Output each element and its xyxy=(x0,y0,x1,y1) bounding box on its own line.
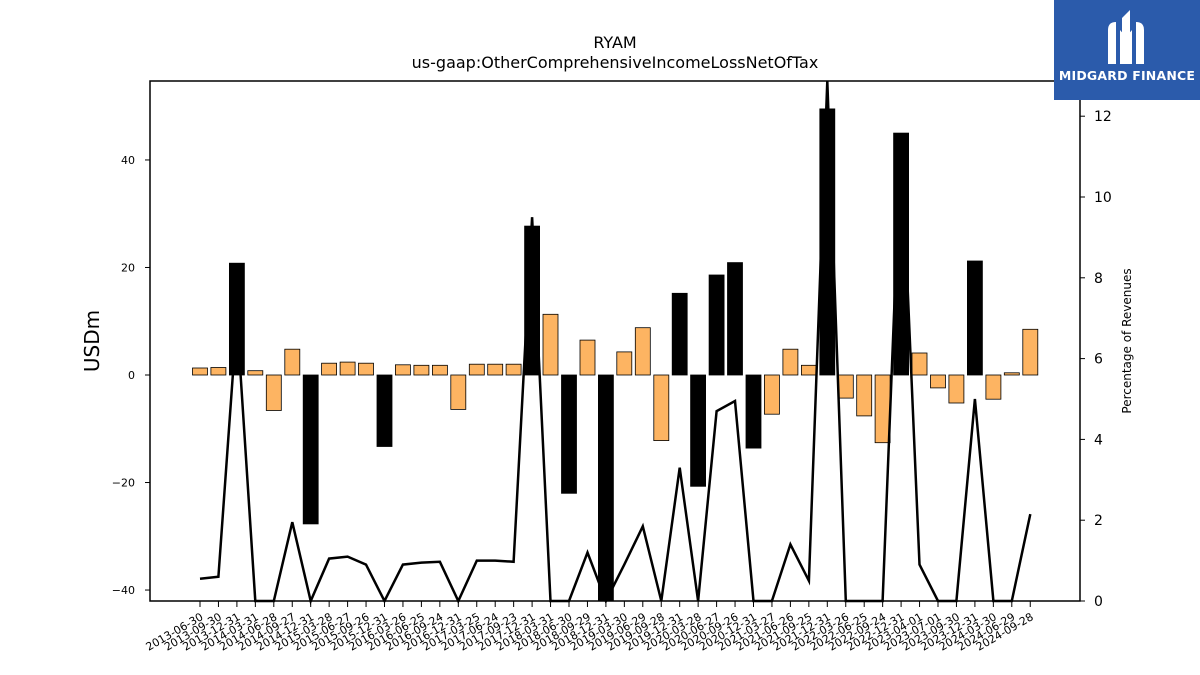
bar-series xyxy=(192,108,1039,602)
bar xyxy=(505,363,522,376)
bar xyxy=(339,361,356,376)
midgard-finance-logo: MIDGARD FINANCE xyxy=(1054,0,1200,100)
bar xyxy=(745,374,762,449)
bar xyxy=(893,132,909,376)
y-tick-label: −20 xyxy=(112,477,135,490)
bar xyxy=(579,339,596,376)
bar xyxy=(487,363,504,376)
bar xyxy=(598,374,614,602)
y2-tick-label: 0 xyxy=(1094,594,1103,610)
bar xyxy=(284,348,301,376)
bar xyxy=(801,364,817,376)
bar xyxy=(376,374,393,447)
bar xyxy=(856,374,873,417)
bar xyxy=(1022,328,1039,376)
y-tick-label: 20 xyxy=(121,261,135,274)
bar xyxy=(708,274,725,376)
bar xyxy=(782,348,799,376)
y2-tick-label: 8 xyxy=(1094,271,1103,287)
bar xyxy=(634,327,651,376)
bar xyxy=(247,370,264,376)
y2-tick-label: 12 xyxy=(1094,109,1112,125)
bar xyxy=(450,374,467,410)
y2-axis-label: Percentage of Revenues xyxy=(1120,268,1134,413)
bar xyxy=(468,363,485,376)
revenue-percentage-line xyxy=(199,80,1032,605)
plot-frame xyxy=(149,80,1081,602)
bar xyxy=(302,374,319,525)
chart-title: RYAM xyxy=(593,33,636,52)
bar xyxy=(764,374,780,415)
y-tick-label: −40 xyxy=(112,584,135,597)
y2-tick-label: 2 xyxy=(1094,513,1103,529)
bar xyxy=(561,374,577,494)
bar xyxy=(690,374,706,487)
bar xyxy=(985,374,1002,400)
y-axis-label: USDm xyxy=(80,310,104,372)
y2-tick-label: 6 xyxy=(1094,352,1103,368)
bar xyxy=(653,374,670,441)
logo-text: MIDGARD FINANCE xyxy=(1058,68,1196,83)
bar xyxy=(358,362,374,376)
y-tick-label: 0 xyxy=(128,369,135,382)
y2-tick-label: 4 xyxy=(1094,432,1103,448)
y2-tick-label: 10 xyxy=(1094,190,1112,206)
bar xyxy=(727,262,743,376)
bar xyxy=(837,374,854,399)
left-y-axis: −40 −20 0 20 40 xyxy=(112,154,150,597)
bar xyxy=(394,364,411,376)
line-series xyxy=(199,80,1032,605)
bar xyxy=(431,364,448,376)
bar xyxy=(967,260,983,376)
bar xyxy=(911,352,928,376)
bar xyxy=(1003,372,1020,376)
bar xyxy=(671,292,688,376)
chart-subtitle: us-gaap:OtherComprehensiveIncomeLossNetO… xyxy=(412,53,819,72)
bar xyxy=(874,374,891,444)
bar xyxy=(210,367,227,376)
bar xyxy=(265,374,282,411)
midgard-logo-icon xyxy=(1108,10,1144,64)
y-tick-label: 40 xyxy=(121,154,135,167)
bar xyxy=(948,374,965,404)
bar xyxy=(930,374,946,389)
bar xyxy=(542,313,559,376)
right-y-axis: 0 2 4 6 8 10 12 xyxy=(1080,109,1112,610)
bar xyxy=(321,362,338,376)
bar xyxy=(413,364,430,376)
x-axis: 2013-06-302013-09-302013-12-312014-03-31… xyxy=(144,601,1036,654)
bar xyxy=(616,351,633,376)
bar xyxy=(192,367,208,376)
